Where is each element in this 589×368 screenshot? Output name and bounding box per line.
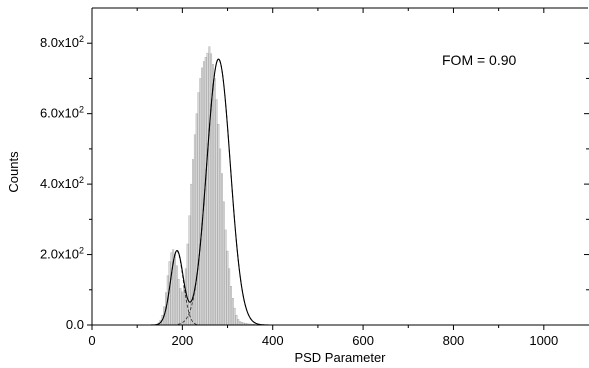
y-tick-exponent: 2 [79,175,84,185]
y-tick-label: 2.0x102 [40,246,84,262]
histogram-bar [215,99,218,326]
gaussian-fits [150,58,269,326]
y-tick-mantissa: 2.0x10 [40,247,79,262]
histogram-bar [170,252,173,326]
x-tick-label: 200 [172,333,194,348]
y-tick-mantissa: 0.0 [66,317,84,332]
histogram-bar [219,148,222,326]
histogram-bar [224,229,227,326]
histogram-bar [235,314,238,326]
y-tick-mantissa: 4.0x10 [40,176,79,191]
histogram-bar [230,286,232,326]
histogram-bar [226,250,229,326]
histogram-bar [199,78,202,326]
y-tick-label: 6.0x102 [40,105,84,121]
histogram-bar [231,298,234,326]
histogram-bar [221,173,223,326]
x-tick-label: 0 [88,333,95,348]
histogram-bar [239,321,241,326]
histogram-bar [186,243,189,326]
histogram-bar [222,201,225,326]
fit-sum-curve [150,58,269,326]
histogram-bar [228,268,231,326]
histogram-bar [237,319,240,326]
y-tick-exponent: 2 [79,246,84,256]
histogram-bar [206,52,209,326]
y-axis-title: Counts [6,151,21,193]
fom-annotation: FOM = 0.90 [442,52,517,68]
axes-frame [91,7,588,326]
histogram-bar [175,265,178,326]
fit-peak2-curve [177,58,264,326]
histogram-bar [233,307,236,326]
histogram-bar [179,288,182,326]
histogram-bar [197,92,200,326]
y-tick-label: 4.0x102 [40,175,84,191]
histogram-bar [210,53,213,326]
x-tick-label: 1000 [529,333,558,348]
histogram-bar [213,78,216,326]
histogram-bar [212,64,214,326]
x-axis-title: PSD Parameter [294,350,386,365]
y-tick-mantissa: 6.0x10 [40,106,79,121]
histogram-bars [157,46,263,326]
histogram-bar [193,134,196,326]
x-axis-ticks: 0 200 400 600 800 1000 [88,8,558,348]
y-tick-exponent: 2 [79,34,84,44]
histogram-bar [174,254,176,326]
x-tick-label: 800 [443,333,465,348]
y-tick-exponent: 2 [79,105,84,115]
y-tick-mantissa: 8.0x10 [40,35,79,50]
x-tick-label: 400 [262,333,284,348]
histogram-bar [195,113,198,326]
x-tick-label: 600 [352,333,374,348]
histogram-bar [208,46,211,326]
histogram-bar [177,279,180,326]
histogram-bar [217,124,220,326]
histogram-bar [201,67,204,326]
y-tick-label: 8.0x102 [40,34,84,50]
histogram-bar [188,215,191,326]
histogram-bar [181,291,184,326]
y-tick-label: 0.0 [66,317,84,332]
